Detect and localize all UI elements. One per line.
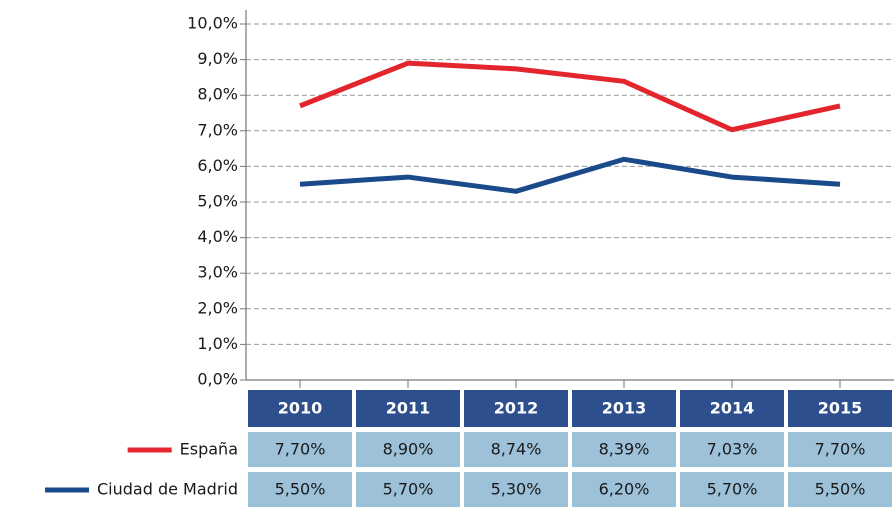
table-cell [464, 432, 568, 467]
legend-label: Ciudad de Madrid [97, 480, 238, 499]
table-header-label: 2014 [710, 399, 755, 418]
series-line [299, 60, 841, 133]
table-cell [356, 472, 460, 507]
table-cell [572, 472, 676, 507]
y-tick-label: 8,0% [197, 85, 238, 104]
y-tick-label: 10,0% [187, 14, 238, 33]
legend-label: España [180, 440, 238, 459]
table-header-cell [788, 390, 892, 427]
table-header-label: 2012 [494, 399, 539, 418]
table-value: 6,20% [599, 480, 650, 499]
y-tick-label: 5,0% [197, 192, 238, 211]
table-value: 7,03% [707, 440, 758, 459]
table-value: 5,70% [707, 480, 758, 499]
table-header-label: 2013 [602, 399, 647, 418]
y-tick-label: 9,0% [197, 49, 238, 68]
series-line [299, 156, 841, 194]
table-value: 5,70% [383, 480, 434, 499]
table-cell [680, 432, 784, 467]
table-header-cell [356, 390, 460, 427]
y-tick-label: 3,0% [197, 263, 238, 282]
table-header-cell [572, 390, 676, 427]
y-tick-label: 1,0% [197, 334, 238, 353]
table-header-label: 2010 [278, 399, 323, 418]
table-value: 7,70% [275, 440, 326, 459]
table-cell [248, 472, 352, 507]
table-header-cell [464, 390, 568, 427]
table-value: 8,39% [599, 440, 650, 459]
table-cell [464, 472, 568, 507]
table-header-label: 2015 [818, 399, 863, 418]
table-value: 8,74% [491, 440, 542, 459]
y-tick-label: 4,0% [197, 227, 238, 246]
table-value: 8,90% [383, 440, 434, 459]
table-header-cell [680, 390, 784, 427]
table-cell [356, 432, 460, 467]
table-cell [248, 432, 352, 467]
table-header-label: 2011 [386, 399, 431, 418]
y-tick-label: 2,0% [197, 298, 238, 317]
table-cell [788, 472, 892, 507]
y-tick-label: 6,0% [197, 156, 238, 175]
y-tick-label: 0,0% [197, 370, 238, 389]
table-cell [788, 432, 892, 467]
table-value: 5,50% [275, 480, 326, 499]
table-value: 5,30% [491, 480, 542, 499]
table-cell [572, 432, 676, 467]
table-value: 7,70% [815, 440, 866, 459]
table-header-cell [248, 390, 352, 427]
table-cell [680, 472, 784, 507]
y-tick-label: 7,0% [197, 120, 238, 139]
table-value: 5,50% [815, 480, 866, 499]
